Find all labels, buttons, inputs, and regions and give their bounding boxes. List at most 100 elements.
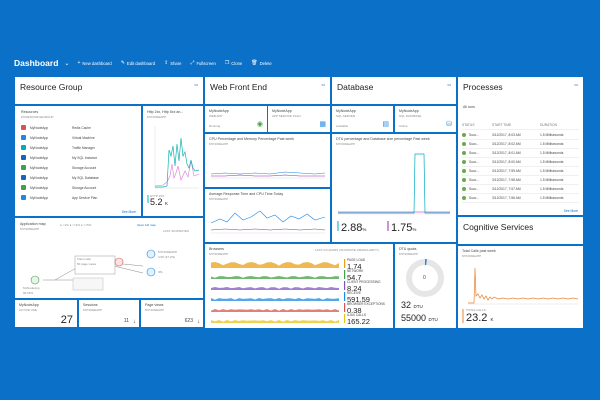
clone-button[interactable]: ❐ Clone <box>224 60 243 66</box>
http-2xx-line <box>155 137 200 188</box>
response-time-chart <box>210 210 326 234</box>
browser-stat-label: RECEIVE <box>347 291 361 295</box>
browser-stat-label: BROWSER EXCEPTIONS <box>347 302 385 306</box>
fullscreen-button[interactable]: ⤢ Fullscreen <box>190 60 216 66</box>
browser-sparkline <box>211 262 339 268</box>
browser-stat-marker <box>344 259 346 268</box>
app-service-plan-tile[interactable]: MyNodeApp APP SERVICE PLAN ▦ <box>268 106 330 132</box>
total-calls-legend: TOTAL CALLS <box>466 308 486 312</box>
active-users-subtitle: ACTIVE USE <box>19 308 37 312</box>
browser-tile[interactable]: Browsers MYNODEAPP LAST 24 HOURS (30 MIN… <box>205 244 393 328</box>
more-icon[interactable]: ••• <box>574 83 578 87</box>
http-tile[interactable]: Http 2xx, Http 5xx an... MYNODEAPP HTTP … <box>143 106 203 216</box>
resource-row[interactable]: MyNodeApp Traffic Manager <box>21 143 135 152</box>
http-value: 5.2 K <box>150 197 169 207</box>
database-header[interactable]: Database ••• <box>332 77 456 104</box>
browser-stat-value: 0.38 <box>347 306 362 315</box>
http-chart <box>147 126 200 203</box>
process-row[interactable]: Succ... 3/12/2017, 7:56 AM 1.5 Millisecond… <box>462 194 579 203</box>
delete-button[interactable]: 🗑 Delete <box>251 60 272 66</box>
resource-type: Traffic Manager <box>72 145 95 150</box>
cpu-memory-tile[interactable]: CPU Percentage and Memory Percentage Pas… <box>205 134 330 187</box>
resource-group-title: Resource Group <box>20 82 83 92</box>
web-front-end-header[interactable]: Web Front End ••• <box>205 77 330 104</box>
client-side-detail: 50 page views <box>77 262 97 266</box>
db-size-value: 1.75% <box>391 222 417 234</box>
clone-icon: ❐ <box>224 60 230 66</box>
resource-group-header[interactable]: Resource Group ••• <box>15 77 203 104</box>
resource-icon <box>21 125 26 130</box>
browser-stat: AJAX CALLS 165.22 <box>347 313 370 326</box>
processes-see-more-link[interactable]: See More <box>563 209 578 213</box>
sql-server-status: Available <box>336 124 349 128</box>
dtu-quota-tile[interactable]: DTU quota MYNODEAPP 0 32 DTU 55000 DTU <box>395 244 456 328</box>
process-row[interactable]: Succ... 3/12/2017, 8:00 AM 1.5 Millisecond… <box>462 158 579 167</box>
process-row[interactable]: Succ... 3/12/2017, 8:01 AM 1.5 Millisecond… <box>462 149 579 158</box>
browser-stat-label: CLIENT PROCESSING <box>347 280 381 284</box>
processes-subtitle: All runs <box>463 105 475 109</box>
resources-tile[interactable]: Resources MYRESOURCEGROUP MyNodeApp Redis… <box>15 106 141 216</box>
dtu-quota-donut <box>406 259 444 297</box>
resource-row[interactable]: MyNodeApp My SQL Database <box>21 173 135 182</box>
active-users-tile[interactable]: MyNodeApp ACTIVE USE 27 <box>15 300 77 327</box>
see-more-link[interactable]: See More <box>121 210 136 214</box>
resource-row[interactable]: MyNodeApp Virtual Machine <box>21 133 135 142</box>
dtu-used-value: 32 DTU <box>401 300 423 310</box>
sql-database-tile[interactable]: MyNodeApp SQL DATABASE Online ⛁ <box>395 106 456 132</box>
open-full-map-link[interactable]: Open full map <box>137 223 156 227</box>
dtu-percentage-chart <box>337 153 450 231</box>
resource-row[interactable]: MyNodeApp Redis Cache <box>21 123 135 132</box>
application-map-tile[interactable]: Application map MYNODEAPP ● <1% ● >=1% ●… <box>15 218 203 298</box>
process-row[interactable]: Succ... 3/12/2017, 8:03 AM 1.5 Millisecond… <box>462 131 579 140</box>
resource-type: My SQL Database <box>72 175 99 180</box>
plus-icon: + <box>77 60 81 66</box>
resource-name: MyNodeApp <box>30 185 49 190</box>
edit-dashboard-button[interactable]: ✎ Edit dashboard <box>120 60 156 66</box>
process-duration: 1.5 Milliseconds <box>540 196 564 200</box>
sessions-subtitle: MYNODEAPP <box>83 308 103 312</box>
sql-server-tile[interactable]: MyNodeApp SQL SERVER Available ▤ <box>332 106 393 132</box>
resource-icon <box>21 185 26 190</box>
chevron-down-icon[interactable]: ⌄ <box>64 60 70 67</box>
process-start-time: 3/12/2017, 8:02 AM <box>492 142 521 146</box>
resource-row[interactable]: MyNodeApp Storage Account <box>21 163 135 172</box>
browser-stat-marker <box>344 270 346 279</box>
cognitive-services-header[interactable]: Cognitive Services <box>458 217 583 244</box>
response-time-tile[interactable]: Average Response Time and CPU Time Today… <box>205 189 330 242</box>
http-legend: HTTP 2XX <box>150 194 165 198</box>
web-app-tile[interactable]: MyNodeApp WEB APP Running ◉ <box>205 106 267 132</box>
more-icon[interactable]: ••• <box>447 83 451 87</box>
more-icon[interactable]: ••• <box>194 83 198 87</box>
process-start-time: 3/12/2017, 8:01 AM <box>492 151 521 155</box>
process-row[interactable]: Succ... 3/12/2017, 7:59 AM 1.5 Millisecond… <box>462 167 579 176</box>
browser-title: Browsers <box>209 247 224 251</box>
browser-stat-label: PAGE LOAD <box>347 258 366 262</box>
process-duration: 1.5 Milliseconds <box>540 151 564 155</box>
sessions-tile[interactable]: Sessions MYNODEAPP 11 ↓ <box>79 300 139 327</box>
resource-row[interactable]: MyNodeApp My SQL Instance <box>21 153 135 162</box>
process-status: Succ... <box>469 187 480 191</box>
arrow-down-icon: ↓ <box>133 319 136 325</box>
total-calls-subtitle: MYNODEAPP <box>462 254 482 258</box>
dtu-percentage-title: DTU percentage and Database size percent… <box>336 137 430 141</box>
process-row[interactable]: Succ... 3/12/2017, 7:58 AM 1.5 Millisecond… <box>462 176 579 185</box>
browser-timespan: LAST 24 HOURS (30 MINUTE GRANULARITY) <box>315 248 379 252</box>
resource-row[interactable]: MyNodeApp App Service Plan <box>21 193 135 202</box>
total-calls-tile[interactable]: Total Calls past week MYNODEAPP TOTAL CA… <box>458 246 583 328</box>
browser-sparkline <box>211 276 339 279</box>
process-start-time: 3/12/2017, 7:59 AM <box>492 169 521 173</box>
new-dashboard-button[interactable]: + New dashboard <box>77 60 112 66</box>
http-title: Http 2xx, Http 5xx an... <box>147 110 184 114</box>
process-duration: 1.5 Milliseconds <box>540 178 564 182</box>
processes-tile[interactable]: Processes ••• All runs STATUS START TIME… <box>458 77 583 215</box>
success-status-icon <box>462 169 466 173</box>
page-views-tile[interactable]: Page views MYNODEAPP 623 ↓ <box>141 300 203 327</box>
process-row[interactable]: Succ... 3/12/2017, 8:02 AM 1.5 Millisecond… <box>462 140 579 149</box>
dtu-percentage-tile[interactable]: DTU percentage and Database size percent… <box>332 134 456 242</box>
resource-row[interactable]: MyNodeApp Storage Account <box>21 183 135 192</box>
node-app-detail: 96.66% <box>23 291 34 295</box>
success-status-icon <box>462 196 466 200</box>
process-row[interactable]: Succ... 3/12/2017, 7:57 AM 1.5 Millisecond… <box>462 185 579 194</box>
share-button[interactable]: ⇪ Share <box>164 60 182 66</box>
more-icon[interactable]: ••• <box>321 83 325 87</box>
